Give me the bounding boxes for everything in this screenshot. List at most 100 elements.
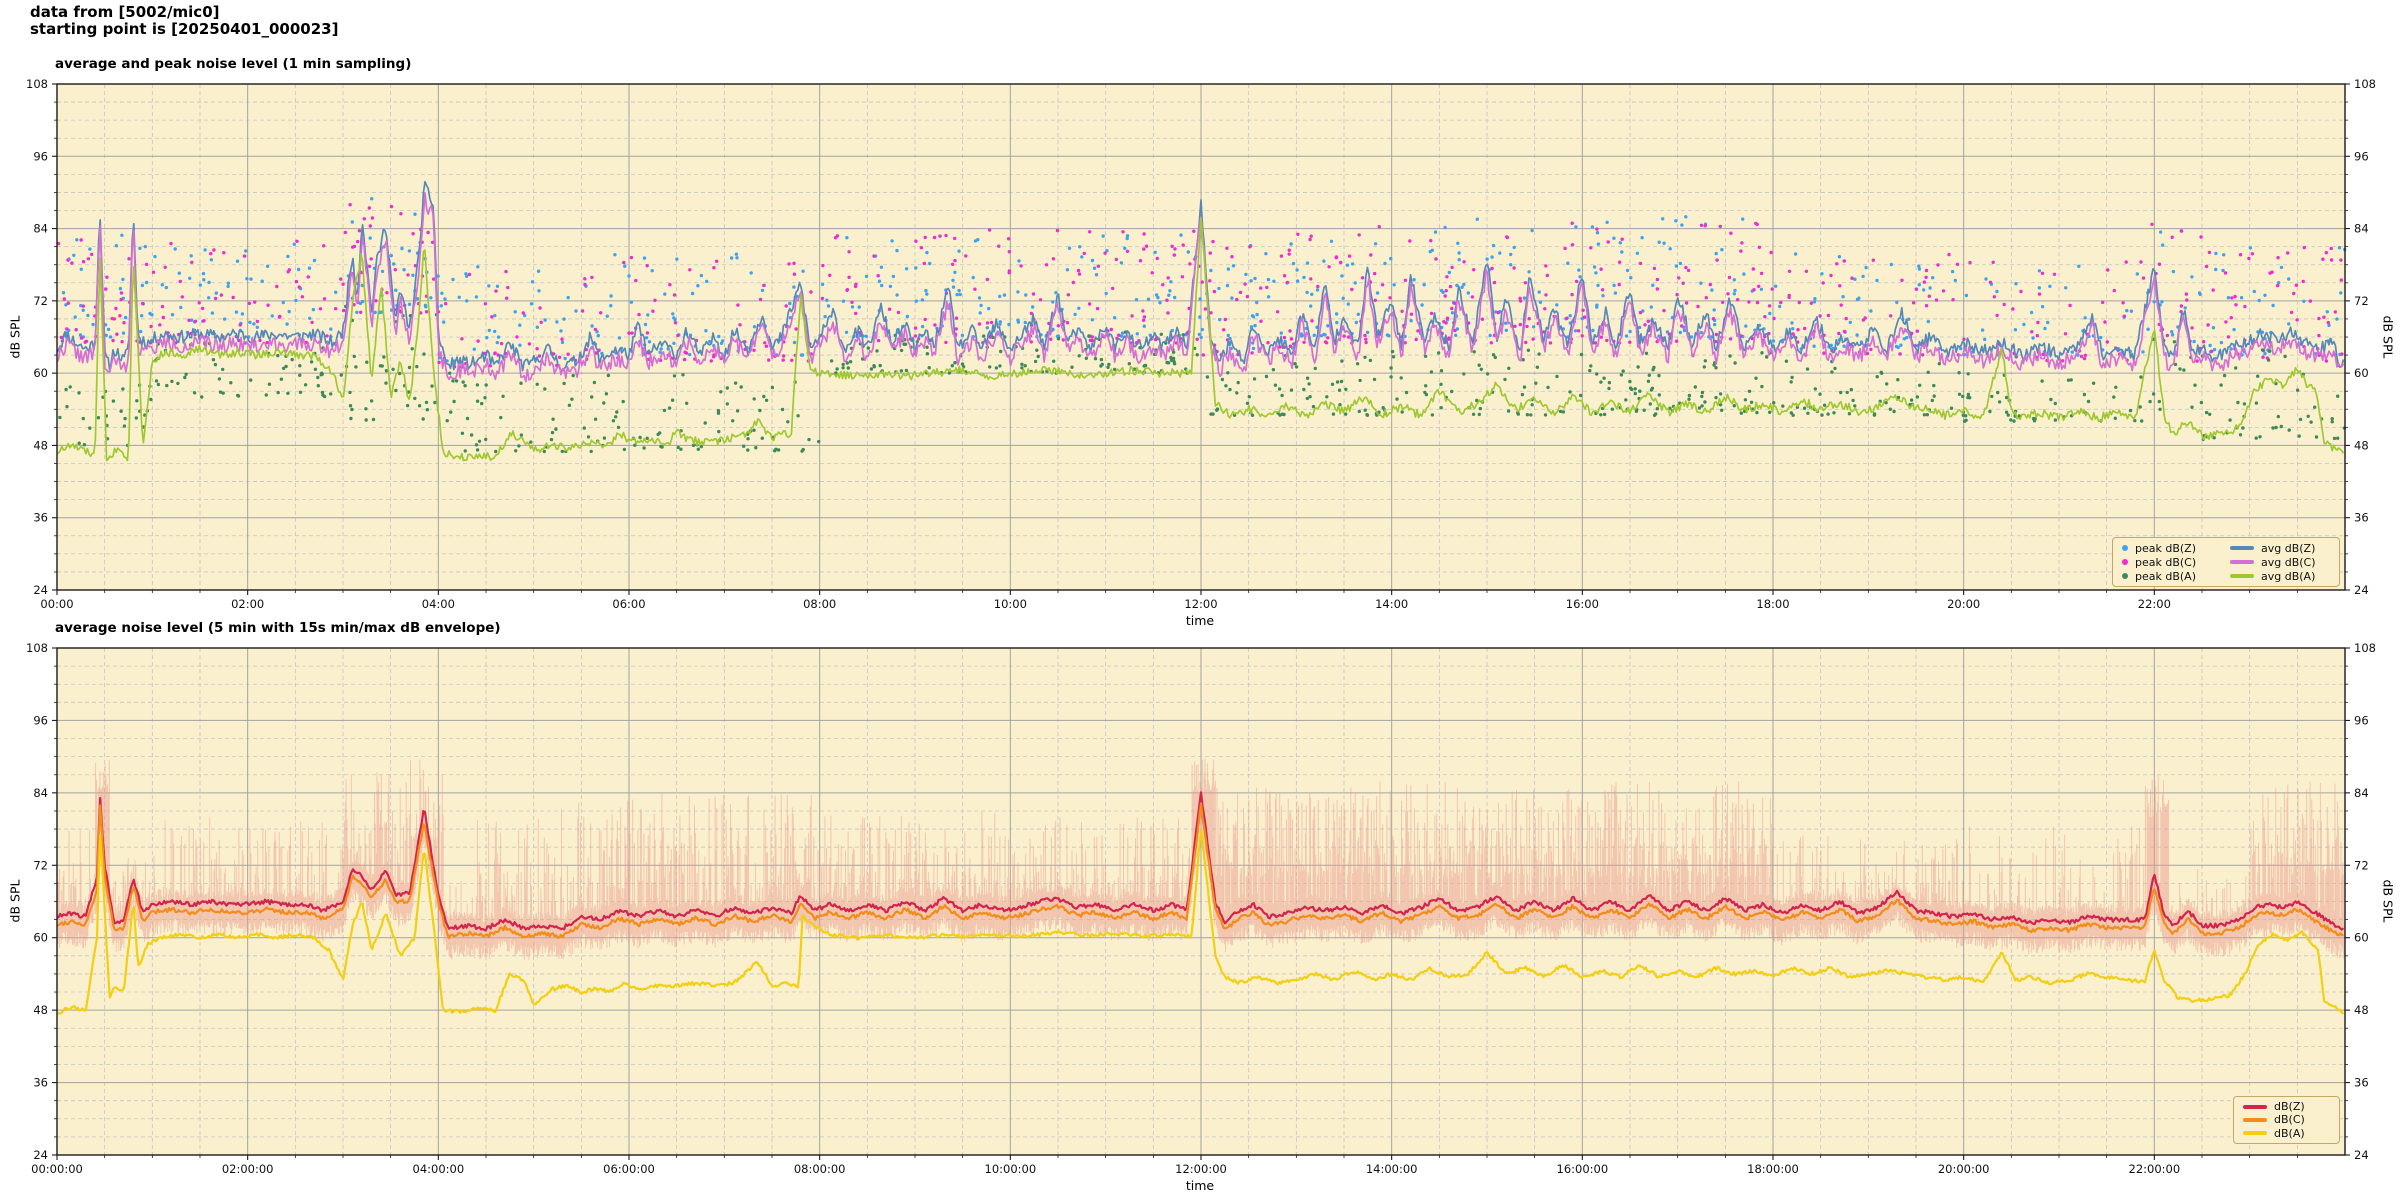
- peak-dot: [144, 280, 149, 285]
- peak-dot: [430, 384, 434, 388]
- peak-dot: [1703, 224, 1707, 228]
- peak-dot: [367, 264, 372, 268]
- peak-dot: [121, 387, 125, 391]
- x-tick-label: 12:00: [1184, 597, 1217, 611]
- peak-dot: [1885, 382, 1889, 386]
- peak-dot: [923, 235, 927, 240]
- peak-dot: [1424, 384, 1428, 388]
- peak-dot: [1830, 370, 1834, 374]
- peak-dot: [1708, 282, 1713, 287]
- peak-dot: [1439, 288, 1444, 293]
- peak-dot: [704, 329, 708, 333]
- peak-dot: [365, 360, 369, 364]
- peak-dot: [2083, 353, 2088, 357]
- peak-dot: [1391, 355, 1396, 359]
- peak-dot: [169, 241, 173, 246]
- peak-dot: [1389, 375, 1393, 379]
- peak-dot: [422, 352, 426, 356]
- peak-dot: [2124, 260, 2128, 264]
- peak-dot: [2030, 330, 2034, 334]
- peak-dot: [583, 277, 587, 281]
- peak-dot: [1521, 358, 1525, 362]
- peak-dot: [1172, 253, 1177, 257]
- peak-dot: [1793, 252, 1798, 256]
- peak-dot: [688, 333, 693, 337]
- peak-dot: [2040, 271, 2045, 275]
- peak-dot: [1922, 280, 1927, 284]
- peak-dot: [1347, 335, 1351, 339]
- peak-dot: [81, 416, 86, 421]
- peak-dot: [122, 424, 127, 428]
- peak-dot: [1629, 276, 1633, 280]
- peak-dot: [951, 285, 956, 289]
- peak-dot: [465, 416, 470, 421]
- peak-dot: [77, 441, 81, 445]
- peak-dot: [549, 437, 554, 442]
- peak-dot: [1305, 376, 1310, 380]
- peak-dot: [83, 340, 87, 344]
- peak-dot: [374, 299, 378, 303]
- peak-dot: [1289, 388, 1294, 392]
- peak-dot: [400, 246, 404, 251]
- peak-dot: [495, 340, 499, 345]
- peak-dot: [550, 430, 555, 435]
- peak-dot: [2170, 235, 2174, 239]
- peak-dot: [1044, 263, 1049, 267]
- peak-dot: [1534, 381, 1538, 385]
- peak-dot: [70, 261, 74, 265]
- peak-dot: [1580, 334, 1584, 338]
- peak-dot: [676, 333, 680, 338]
- peak-dot: [1700, 404, 1704, 408]
- peak-dot: [2152, 300, 2156, 304]
- peak-dot: [1845, 390, 1849, 395]
- peak-dot: [1507, 366, 1511, 370]
- peak-dot: [988, 365, 992, 369]
- peak-dot: [1002, 293, 1007, 297]
- peak-dot: [352, 354, 356, 359]
- peak-dot: [1646, 379, 1651, 383]
- peak-dot: [784, 304, 788, 308]
- peak-dot: [1491, 353, 1496, 357]
- peak-dot: [207, 296, 211, 300]
- peak-dot: [443, 297, 447, 301]
- peak-dot: [735, 256, 739, 260]
- peak-dot: [1326, 324, 1330, 328]
- peak-dot: [1251, 346, 1256, 351]
- peak-dot: [2053, 418, 2058, 422]
- peak-dot: [1305, 290, 1309, 295]
- peak-dot: [1820, 413, 1824, 417]
- peak-dot: [923, 317, 927, 322]
- peak-dot: [1420, 303, 1424, 307]
- peak-dot: [245, 277, 249, 281]
- peak-dot: [1266, 295, 1271, 299]
- peak-dot: [1855, 333, 1859, 337]
- peak-dot: [2040, 379, 2044, 383]
- peak-dot: [1657, 240, 1661, 244]
- peak-dot: [1478, 406, 1483, 411]
- peak-dot: [380, 269, 385, 274]
- peak-dot: [364, 407, 368, 411]
- peak-dot: [596, 333, 600, 338]
- peak-dot: [731, 419, 735, 423]
- x-tick-label: 06:00: [612, 597, 645, 611]
- peak-dot: [1899, 343, 1903, 347]
- peak-dot: [1743, 398, 1748, 402]
- peak-dot: [2234, 303, 2238, 307]
- peak-dot: [2184, 292, 2189, 296]
- peak-dot: [1339, 260, 1343, 265]
- peak-dot: [738, 323, 742, 327]
- peak-dot: [1101, 234, 1105, 238]
- peak-dot: [787, 262, 791, 266]
- peak-dot: [1312, 333, 1317, 337]
- peak-dot: [2170, 330, 2174, 334]
- peak-dot: [742, 444, 746, 448]
- peak-dot: [1023, 320, 1027, 325]
- peak-dot: [2004, 410, 2009, 414]
- peak-dot: [1647, 373, 1652, 377]
- peak-dot: [1772, 401, 1776, 405]
- peak-dot: [1744, 324, 1748, 328]
- peak-dot: [1757, 245, 1762, 249]
- peak-dot: [1448, 284, 1453, 289]
- peak-dot: [439, 304, 443, 308]
- peak-dot: [91, 322, 95, 327]
